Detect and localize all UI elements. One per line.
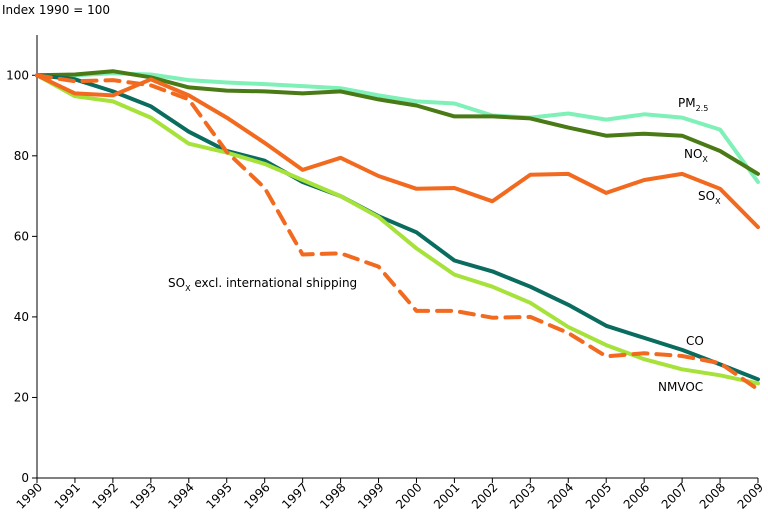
x-tick-label: 2002	[469, 480, 500, 511]
x-tick-label: 2008	[697, 480, 728, 511]
x-axis-ticks: 1990 1991 1992 1993 1994 1995 1996 1997 1998 1999…	[14, 478, 766, 512]
x-tick-label: 1998	[317, 480, 348, 511]
series-labels: PM2.5 NOX SOX SOX excl. international shipp…	[168, 96, 721, 394]
x-tick-label: 1992	[90, 480, 121, 511]
x-tick-label: 1997	[279, 480, 310, 511]
series-line-3	[35, 73, 760, 392]
x-tick-label: 2000	[393, 480, 424, 511]
series-label-4: CO	[686, 334, 704, 348]
x-tick-label: 1994	[165, 480, 196, 511]
y-axis-ticks: 0 20 40 60 80 100	[6, 68, 37, 485]
x-tick-label: 2003	[507, 480, 538, 511]
x-tick-label: 2006	[621, 480, 652, 511]
x-tick-label: 2005	[583, 480, 614, 511]
series-label-1: NOX	[684, 147, 708, 164]
series-label-0: PM2.5	[678, 96, 708, 113]
y-axis-title: Index 1990 = 100	[2, 3, 110, 17]
x-tick-label: 1999	[355, 480, 386, 511]
x-tick-label: 1996	[241, 480, 272, 511]
x-tick-label: 2001	[431, 480, 462, 511]
series-line-5	[35, 73, 760, 386]
series-label-5: NMVOC	[658, 380, 703, 394]
series-lines	[35, 69, 760, 392]
y-tick-label: 20	[14, 390, 29, 404]
x-tick-label: 2007	[659, 480, 690, 511]
x-tick-label: 2004	[545, 480, 576, 511]
series-label-3: SOX excl. international shipping	[168, 276, 357, 293]
y-tick-label: 80	[14, 149, 29, 163]
x-tick-label: 1990	[14, 480, 45, 511]
y-tick-label: 0	[21, 471, 29, 485]
series-line-4	[35, 73, 760, 382]
x-tick-label: 1995	[203, 480, 234, 511]
series-line-0	[35, 71, 760, 184]
y-tick-label: 40	[14, 310, 29, 324]
y-tick-label: 100	[6, 68, 29, 82]
axes	[36, 35, 758, 479]
series-label-2: SOX	[698, 189, 721, 206]
x-tick-label: 1991	[52, 480, 83, 511]
x-tick-label: 2009	[735, 480, 766, 511]
series-line-1	[35, 69, 760, 176]
y-tick-label: 60	[14, 229, 29, 243]
x-tick-label: 1993	[127, 480, 158, 511]
series-line-2	[35, 73, 760, 230]
